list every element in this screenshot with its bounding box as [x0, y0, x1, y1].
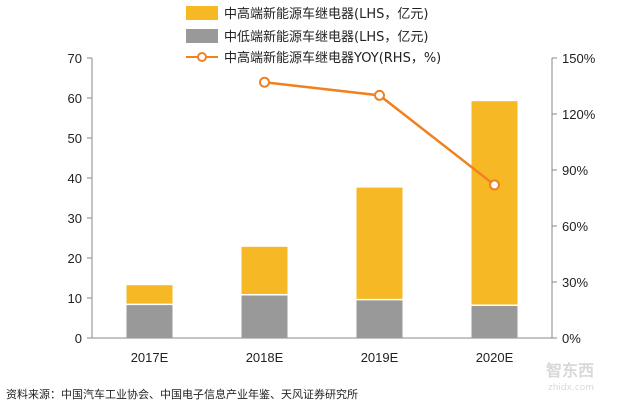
left-tick-label: 60	[68, 91, 82, 106]
bar-low-end	[356, 299, 403, 338]
left-tick-label: 10	[68, 291, 82, 306]
legend-label-high-end: 中高端新能源车继电器(LHS，亿元)	[224, 6, 428, 22]
right-tick-label: 0%	[562, 331, 581, 346]
left-tick-label: 50	[68, 131, 82, 146]
yoy-line-group	[259, 76, 500, 191]
left-axis-ticks: 0 10 20 30 40 50 60 70	[68, 51, 92, 346]
left-tick-label: 30	[68, 211, 82, 226]
bars-group	[126, 101, 518, 338]
bar-low-end	[126, 304, 173, 338]
bar-low-end	[471, 305, 518, 338]
bar-high-end	[126, 285, 173, 305]
legend-swatch-high-end	[186, 6, 218, 20]
yoy-point	[374, 89, 385, 101]
legend-marker-yoy	[197, 52, 207, 62]
bar-high-end	[241, 246, 288, 295]
right-tick-label: 90%	[562, 163, 588, 178]
bar-high-end	[356, 187, 403, 300]
left-tick-label: 40	[68, 171, 82, 186]
x-tick-label: 2020E	[476, 350, 514, 365]
x-tick-label: 2017E	[131, 350, 169, 365]
left-tick-label: 70	[68, 51, 82, 66]
watermark-site: zhidx.com	[548, 383, 594, 393]
bar-low-end	[241, 294, 288, 338]
x-tick-label: 2018E	[246, 350, 284, 365]
right-axis-ticks: 0% 30% 60% 90% 120% 150%	[552, 51, 596, 346]
right-tick-label: 150%	[562, 51, 596, 66]
yoy-point	[489, 179, 500, 191]
right-tick-label: 30%	[562, 275, 588, 290]
watermark: 智东西 zhidx.com	[546, 361, 594, 393]
left-tick-label: 20	[68, 251, 82, 266]
legend: 中高端新能源车继电器(LHS，亿元) 中低端新能源车继电器(LHS，亿元) 中高…	[186, 6, 441, 66]
yoy-point	[259, 76, 270, 88]
watermark-brand: 智东西	[546, 361, 594, 380]
source-note: 资料来源：中国汽车工业协会、中国电子信息产业年鉴、天风证券研究所	[6, 387, 358, 401]
legend-label-yoy: 中高端新能源车继电器YOY(RHS，%)	[224, 50, 441, 66]
right-tick-label: 120%	[562, 107, 596, 122]
x-tick-label: 2019E	[361, 350, 399, 365]
left-tick-label: 0	[75, 331, 82, 346]
x-axis-ticks: 2017E 2018E 2019E 2020E	[131, 350, 514, 365]
legend-label-low-end: 中低端新能源车继电器(LHS，亿元)	[224, 29, 428, 45]
legend-swatch-low-end	[186, 29, 218, 43]
right-tick-label: 60%	[562, 219, 588, 234]
bar-high-end	[471, 101, 518, 306]
